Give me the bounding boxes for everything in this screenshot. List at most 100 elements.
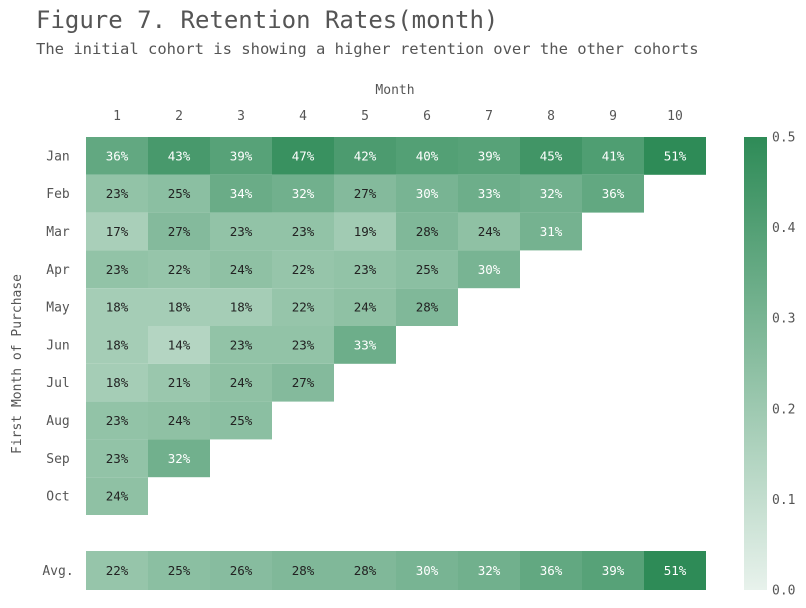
heatmap-cell (148, 363, 210, 402)
row-label: Sep (46, 452, 70, 467)
heatmap-cell (148, 137, 210, 175)
average-cell (396, 551, 458, 590)
heatmap-cell (210, 174, 272, 213)
column-label: 1 (113, 109, 121, 124)
heatmap-cell (334, 326, 396, 364)
row-label: Feb (46, 187, 70, 202)
heatmap-cell (86, 477, 148, 515)
cell-value-label: 42% (354, 148, 377, 163)
average-cell (582, 551, 644, 590)
column-label: 10 (667, 109, 683, 124)
cell-value-label: 25% (230, 413, 253, 428)
cell-value-label: 23% (106, 413, 129, 428)
heatmap-cell (210, 401, 272, 440)
row-label: May (46, 301, 70, 316)
cell-value-label: 33% (478, 186, 501, 201)
heatmap-cell (520, 174, 582, 213)
cell-value-label: 28% (416, 224, 439, 239)
row-label: Jan (46, 149, 69, 164)
cell-value-label: 41% (602, 148, 625, 163)
cell-value-label: 21% (168, 375, 191, 390)
colorbar-tick-label: 0.2 (772, 402, 795, 417)
cell-value-label: 39% (602, 563, 625, 578)
cell-value-label: 33% (354, 337, 377, 352)
heatmap-cell (148, 174, 210, 213)
cell-value-label: 18% (230, 300, 253, 315)
y-axis-label: First Month of Purchase (10, 274, 25, 454)
heatmap-cell (272, 137, 334, 175)
heatmap-cell (148, 439, 210, 478)
cell-value-label: 36% (106, 148, 129, 163)
cell-value-label: 45% (540, 148, 563, 163)
cell-value-label: 31% (540, 224, 563, 239)
column-label: 2 (175, 109, 183, 124)
cell-value-label: 25% (168, 563, 191, 578)
cell-value-label: 27% (354, 186, 377, 201)
colorbar-tick-label: 0.5 (772, 131, 795, 146)
heatmap-cell (458, 250, 520, 289)
cell-value-label: 14% (168, 337, 191, 352)
cell-value-label: 24% (230, 262, 253, 277)
cell-value-label: 23% (230, 337, 253, 352)
cell-value-label: 32% (478, 563, 501, 578)
cell-value-label: 22% (292, 262, 315, 277)
heatmap-cell (334, 250, 396, 289)
heatmap-cell (272, 288, 334, 326)
heatmap-cell (210, 363, 272, 402)
cell-value-label: 36% (602, 186, 625, 201)
cell-value-label: 43% (168, 148, 191, 163)
cell-value-label: 36% (540, 563, 563, 578)
heatmap-cell (210, 288, 272, 326)
row-label: Mar (46, 225, 70, 240)
cell-value-label: 25% (416, 262, 439, 277)
cell-value-label: 17% (106, 224, 129, 239)
colorbar (744, 137, 767, 590)
heatmap-cell (582, 174, 644, 213)
row-label: Jul (46, 376, 69, 391)
row-label: Jun (46, 338, 69, 353)
heatmap-cell (520, 137, 582, 175)
cell-value-label: 22% (106, 563, 129, 578)
colorbar-tick-label: 0.3 (772, 312, 795, 327)
cell-value-label: 28% (354, 563, 377, 578)
heatmap-cell (644, 137, 706, 175)
average-cell (644, 551, 706, 590)
heatmap-cell (148, 250, 210, 289)
column-label: 4 (299, 109, 307, 124)
heatmap-cell (396, 137, 458, 175)
cell-value-label: 32% (168, 451, 191, 466)
heatmap-cell (86, 326, 148, 364)
average-cell (334, 551, 396, 590)
heatmap-cell (210, 326, 272, 364)
cell-value-label: 24% (354, 300, 377, 315)
colorbar-tick-label: 0.4 (772, 221, 796, 236)
cell-value-label: 34% (230, 186, 253, 201)
cell-value-label: 23% (292, 337, 315, 352)
heatmap-cell (582, 137, 644, 175)
cell-value-label: 39% (478, 148, 501, 163)
heatmap-cell (396, 288, 458, 326)
heatmap-cell (86, 288, 148, 326)
cell-value-label: 18% (106, 337, 129, 352)
row-label: Apr (46, 263, 70, 278)
cell-value-label: 30% (416, 186, 439, 201)
heatmap-cell (458, 174, 520, 213)
cell-value-label: 24% (168, 413, 191, 428)
heatmap-cell (272, 250, 334, 289)
average-cell (148, 551, 210, 590)
cell-value-label: 18% (168, 300, 191, 315)
cell-value-label: 18% (106, 300, 129, 315)
cell-value-label: 39% (230, 148, 253, 163)
row-label: Avg. (42, 564, 73, 579)
heatmap-cell (396, 174, 458, 213)
cell-value-label: 51% (664, 563, 687, 578)
heatmap-cell (396, 250, 458, 289)
cell-value-label: 30% (416, 563, 439, 578)
heatmap-cell (86, 137, 148, 175)
average-cell (86, 551, 148, 590)
colorbar-tick-label: 0.0 (772, 584, 795, 599)
cell-value-label: 32% (292, 186, 315, 201)
colorbar-tick-label: 0.1 (772, 493, 795, 508)
heatmap-cell (520, 212, 582, 251)
cell-value-label: 28% (292, 563, 315, 578)
